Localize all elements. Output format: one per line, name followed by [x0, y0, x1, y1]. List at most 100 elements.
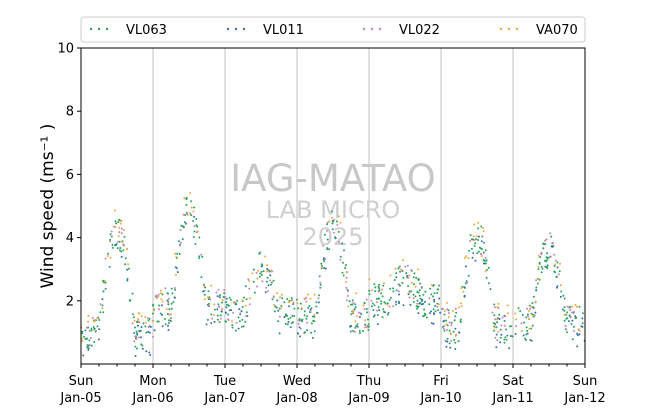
data-point-vl011 — [514, 332, 517, 335]
data-point-va070 — [368, 278, 371, 281]
data-point-vl063 — [262, 270, 265, 273]
data-point-vl011 — [145, 350, 148, 353]
data-point-vl022 — [549, 255, 552, 258]
data-point-vl022 — [466, 281, 469, 284]
data-point-vl063 — [446, 337, 449, 340]
data-point-vl063 — [484, 249, 487, 252]
data-point-va070 — [497, 302, 500, 305]
data-point-vl011 — [421, 298, 424, 301]
data-point-vl063 — [352, 330, 355, 332]
data-point-vl063 — [123, 235, 126, 238]
data-point-vl063 — [519, 310, 522, 312]
data-point-vl063 — [370, 305, 373, 308]
data-point-vl063 — [284, 314, 287, 317]
data-point-vl022 — [232, 311, 235, 314]
data-point-vl063 — [537, 268, 540, 271]
data-point-va070 — [465, 255, 468, 258]
data-point-vl063 — [366, 311, 368, 314]
data-point-vl011 — [114, 244, 117, 247]
data-point-vl011 — [98, 328, 101, 331]
data-point-vl063 — [265, 280, 268, 283]
data-point-vl022 — [116, 240, 119, 243]
data-point-vl011 — [559, 295, 562, 298]
data-point-vl063 — [412, 293, 415, 296]
data-point-va070 — [446, 301, 448, 304]
x-tick-label-date: Jan-11 — [491, 391, 533, 406]
data-point-vl011 — [238, 308, 241, 311]
data-point-va070 — [249, 297, 251, 300]
data-point-vl063 — [330, 210, 333, 213]
data-point-vl063 — [245, 311, 248, 314]
data-point-vl063 — [220, 301, 223, 304]
data-point-vl063 — [358, 330, 361, 332]
data-point-vl022 — [406, 264, 409, 267]
data-point-vl063 — [504, 336, 507, 339]
data-point-vl063 — [382, 308, 385, 311]
data-point-va070 — [534, 300, 537, 303]
data-point-vl063 — [303, 310, 306, 313]
data-point-vl063 — [152, 312, 154, 315]
data-point-vl063 — [293, 307, 296, 310]
data-point-vl063 — [193, 230, 196, 233]
data-point-vl063 — [180, 224, 183, 227]
data-point-va070 — [96, 317, 99, 319]
data-point-vl063 — [337, 230, 340, 233]
data-point-vl022 — [564, 325, 567, 327]
data-point-va070 — [354, 320, 357, 323]
data-point-va070 — [161, 300, 164, 303]
data-point-vl063 — [200, 276, 203, 279]
data-point-vl022 — [261, 280, 264, 283]
data-point-vl063 — [272, 279, 275, 282]
data-point-vl022 — [332, 231, 335, 234]
data-point-vl011 — [498, 318, 501, 320]
data-point-vl022 — [529, 307, 532, 310]
data-point-vl011 — [530, 339, 533, 342]
data-point-vl063 — [109, 233, 112, 236]
data-point-va070 — [127, 263, 130, 266]
data-point-vl022 — [420, 285, 423, 288]
data-point-vl011 — [161, 313, 164, 316]
data-point-vl063 — [544, 259, 546, 262]
data-point-vl063 — [323, 260, 326, 263]
data-point-vl011 — [463, 294, 466, 297]
data-point-vl011 — [109, 239, 112, 241]
data-point-vl022 — [256, 285, 258, 288]
data-point-vl063 — [140, 343, 143, 346]
data-point-vl022 — [120, 227, 123, 230]
data-point-vl022 — [269, 279, 271, 282]
data-point-vl063 — [367, 325, 370, 328]
data-point-vl011 — [218, 296, 221, 299]
legend-item-vl063: VL063 — [89, 23, 167, 38]
data-point-vl063 — [86, 346, 89, 349]
data-point-vl063 — [82, 335, 85, 338]
x-tick-label-weekday: Mon — [139, 374, 166, 389]
data-point-vl022 — [504, 315, 507, 318]
data-point-vl063 — [305, 317, 308, 320]
data-point-vl063 — [531, 302, 534, 305]
data-point-va070 — [244, 304, 247, 307]
data-point-vl011 — [378, 309, 381, 312]
data-point-vl022 — [416, 302, 419, 305]
data-point-vl063 — [134, 326, 136, 329]
data-point-vl011 — [383, 311, 386, 314]
data-point-va070 — [233, 302, 236, 304]
data-point-vl022 — [120, 232, 123, 235]
data-point-vl063 — [308, 305, 311, 307]
x-tick-label-weekday: Wed — [283, 374, 311, 389]
data-point-vl063 — [566, 331, 568, 334]
data-point-va070 — [352, 309, 355, 312]
data-point-vl063 — [362, 330, 365, 332]
data-point-va070 — [347, 305, 350, 308]
data-point-vl011 — [430, 310, 433, 313]
data-point-vl063 — [181, 238, 184, 241]
data-point-vl011 — [449, 346, 452, 349]
data-point-vl063 — [231, 326, 234, 329]
data-point-vl063 — [290, 297, 293, 299]
data-point-vl063 — [93, 341, 96, 343]
data-point-vl063 — [292, 321, 294, 324]
data-point-vl063 — [566, 311, 569, 314]
data-point-vl063 — [432, 295, 434, 298]
data-point-vl063 — [142, 322, 145, 325]
data-point-vl063 — [135, 321, 138, 323]
data-point-va070 — [241, 299, 244, 302]
